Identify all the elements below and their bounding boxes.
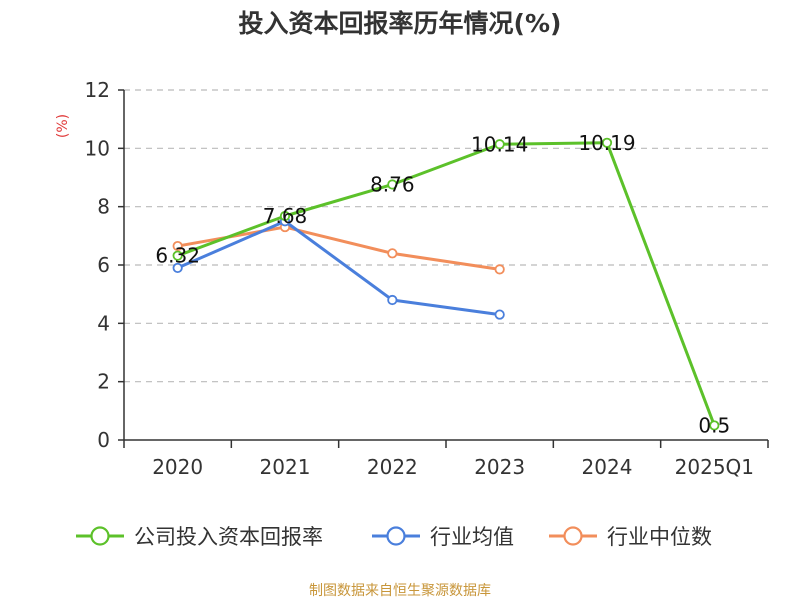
series-line [176, 219, 502, 317]
data-label: 8.76 [370, 173, 415, 197]
series-2 [172, 216, 505, 320]
y-tick-label: 0 [97, 428, 110, 452]
data-label: 0.5 [698, 413, 730, 437]
data-point [387, 248, 398, 259]
data-point [494, 264, 505, 275]
series-lines [172, 137, 720, 431]
y-tick-label: 12 [85, 78, 110, 102]
x-tick-label: 2020 [152, 455, 203, 479]
source-note: 制图数据来自恒生聚源数据库 [309, 583, 491, 599]
legend-item-1[interactable]: 公司投入资本回报率 [76, 525, 323, 549]
y-tick-label: 4 [97, 311, 110, 335]
x-tick-label: 2021 [260, 455, 311, 479]
series-line [176, 141, 716, 427]
series-1 [172, 137, 720, 431]
data-point [494, 309, 505, 320]
legend-item-2[interactable]: 行业均值 [372, 525, 514, 549]
legend-label: 行业均值 [430, 525, 514, 549]
y-tick-label: 8 [97, 195, 110, 219]
x-tick-label: 2023 [474, 455, 525, 479]
data-point [709, 420, 720, 431]
x-tick-label: 2024 [582, 455, 633, 479]
y-tick-label: 6 [97, 253, 110, 277]
data-label: 6.32 [155, 244, 200, 268]
legend-item-3[interactable]: 行业中位数 [549, 525, 712, 549]
x-tick-label: 2025Q1 [675, 455, 754, 479]
data-point [387, 294, 398, 306]
grid-lines [124, 89, 768, 383]
data-point [494, 139, 505, 150]
legend-label: 公司投入资本回报率 [134, 525, 323, 549]
data-label: 10.14 [471, 132, 528, 156]
chart-title: 投入资本回报率历年情况(%) [239, 9, 562, 38]
y-tick-label: 10 [85, 136, 110, 160]
legend-marker-icon [386, 526, 406, 546]
y-tick-label: 2 [97, 370, 110, 394]
data-label: 7.68 [263, 204, 308, 228]
data-point [279, 210, 291, 222]
legend-marker-icon [90, 526, 110, 546]
data-point [387, 179, 398, 190]
data-point [601, 137, 613, 148]
data-point [172, 262, 183, 274]
data-label: 10.19 [578, 131, 635, 155]
data-labels: 6.32 7.68 8.76 10.14 10.19 0.5 [155, 131, 730, 438]
data-point [172, 240, 183, 252]
data-point [172, 250, 183, 261]
legend-label: 行业中位数 [607, 525, 712, 549]
legend: 公司投入资本回报率 行业均值 行业中位数 [76, 525, 712, 549]
legend-marker-icon [563, 526, 583, 546]
y-axis-label: (%) [55, 114, 71, 138]
x-tick-label: 2022 [367, 455, 418, 479]
axes: 0 2 4 6 8 10 12 2020 2021 2022 2023 2024 2025Q1 [85, 78, 769, 479]
